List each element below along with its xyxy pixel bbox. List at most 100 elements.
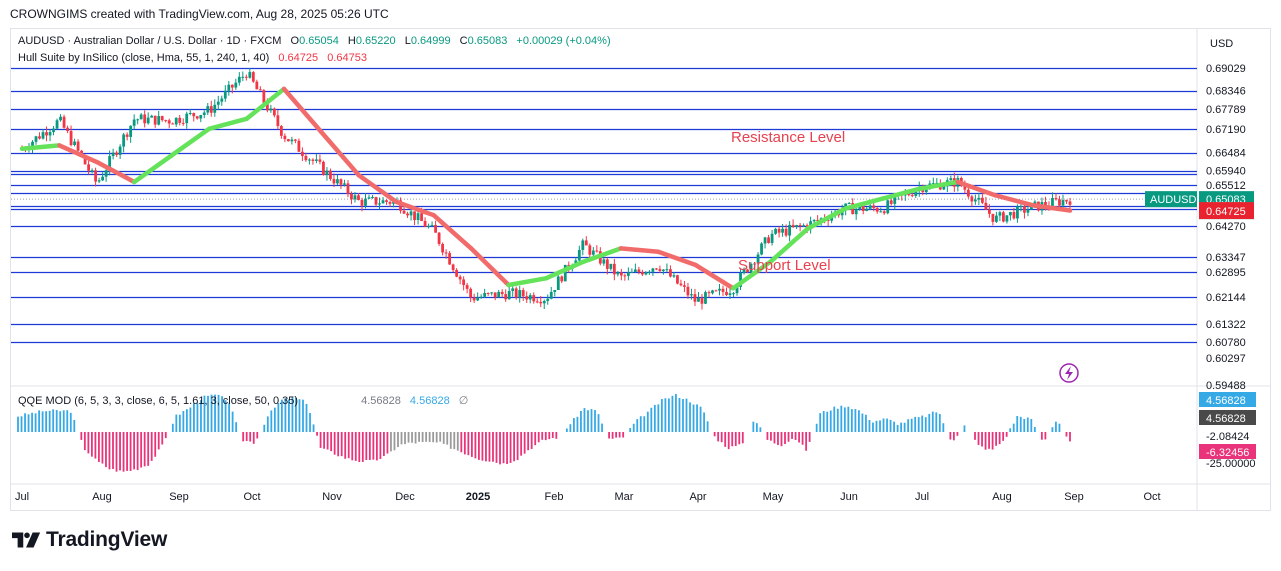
candle-body <box>192 113 196 117</box>
qqe-bar <box>657 404 660 432</box>
candle-body <box>136 119 140 121</box>
candle-body <box>633 269 637 272</box>
qqe-bar <box>537 432 540 443</box>
qqe-bar <box>569 424 572 432</box>
qqe-bar <box>379 432 382 459</box>
chart-attribution: CROWNGIMS created with TradingView.com, … <box>10 7 389 21</box>
hull-suite-segment <box>394 199 436 218</box>
candle-body <box>139 114 143 120</box>
open-label: O <box>290 35 300 47</box>
qqe-bar <box>17 416 19 432</box>
qqe-bar <box>499 432 501 465</box>
qqe-bar <box>675 393 677 432</box>
candle-body <box>66 127 69 132</box>
candle-body <box>87 164 90 171</box>
time-tick-label: 2025 <box>466 491 490 503</box>
candle-body <box>458 276 462 280</box>
candle-body <box>272 108 276 116</box>
candle-body <box>826 219 830 221</box>
qqe-bar <box>87 432 90 454</box>
candle-body <box>770 233 774 243</box>
candle-body <box>381 200 385 204</box>
candle-body <box>1016 206 1019 219</box>
qqe-bar <box>256 432 259 439</box>
candle-body <box>525 296 529 300</box>
candle-body <box>977 197 981 200</box>
qqe-bar <box>119 432 121 471</box>
candle-body <box>777 228 781 233</box>
qqe-bar <box>541 432 544 440</box>
qqe-bar <box>910 418 913 432</box>
qqe-bar <box>777 432 779 446</box>
currency-label[interactable]: USD <box>1210 38 1233 50</box>
qqe-bar <box>678 397 681 432</box>
qqe-bar <box>316 432 318 436</box>
qqe-bar <box>952 432 955 441</box>
qqe-bar <box>900 422 903 432</box>
qqe-bar <box>650 407 653 432</box>
qqe-bar <box>404 432 406 445</box>
qqe-bar <box>467 432 470 456</box>
indicator-legend: Hull Suite by InSilico (close, Hma, 55, … <box>18 52 367 64</box>
qqe-bar <box>126 432 128 471</box>
qqe-bar <box>495 432 498 463</box>
qqe-bar <box>171 423 174 432</box>
candle-body <box>437 232 441 244</box>
qqe-bar <box>1002 432 1005 441</box>
hull-suite-segment <box>656 249 698 268</box>
candle-body <box>949 178 953 181</box>
qqe-bar <box>854 409 857 432</box>
qqe-bar <box>727 432 730 450</box>
qqe-bar <box>643 416 646 432</box>
candle-body <box>48 131 52 136</box>
qqe-bar <box>48 410 51 432</box>
qqe-bar <box>414 432 417 444</box>
candle-body <box>672 275 676 277</box>
candle-body <box>350 193 353 200</box>
candle-body <box>760 243 763 255</box>
qqe-bar <box>193 403 195 432</box>
candle-body <box>371 197 374 199</box>
candle-body <box>76 141 80 151</box>
candle-body <box>655 268 658 270</box>
qqe-bar <box>242 432 245 442</box>
price-tick-label: 0.65940 <box>1206 166 1246 178</box>
candle-body <box>265 102 269 111</box>
qqe-bar <box>587 410 589 432</box>
time-axis: Jul Aug Sep Oct Nov Dec 2025 Feb Mar Apr May Jun Jul… <box>15 491 1161 503</box>
candle-body <box>174 117 178 125</box>
candle-body <box>388 201 392 204</box>
candle-body <box>518 290 522 298</box>
candle-body <box>546 298 550 301</box>
candle-body <box>472 297 476 301</box>
candle-body <box>1026 209 1030 213</box>
candle-body <box>886 200 890 214</box>
price-badges: 0.6508315:33:34AUDUSD0.647530.64725 <box>1145 191 1254 220</box>
candle-body <box>532 295 536 302</box>
qqe-bar <box>773 432 776 444</box>
candle-body <box>591 250 595 255</box>
qqe-bar <box>460 432 463 453</box>
qqe-bar <box>34 413 37 432</box>
hull-suite-segment <box>169 126 212 158</box>
price-tick-label: 0.63347 <box>1206 252 1246 264</box>
qqe-bar <box>372 432 375 460</box>
candle-body <box>364 198 367 206</box>
hull-suite-segment <box>431 212 474 251</box>
candle-body <box>234 82 238 88</box>
low-label: L <box>404 35 411 47</box>
qqe-name: QQE MOD (6, 5, 3, 3, close, 6, 5, 1.61, … <box>18 395 299 407</box>
candle-body <box>854 208 858 215</box>
symbol-legend: AUDUSD · Australian Dollar / U.S. Dollar… <box>18 35 611 47</box>
candle-body <box>360 199 364 206</box>
candle-body <box>504 294 508 300</box>
qqe-bar <box>780 432 783 447</box>
flash-icon[interactable] <box>1059 363 1079 383</box>
qqe-pane <box>17 393 1071 472</box>
price-tick-label: 0.59488 <box>1206 380 1246 392</box>
qqe-bar <box>1012 423 1015 432</box>
candle-body <box>469 288 473 298</box>
candle-body <box>711 290 714 294</box>
candle-body <box>984 202 988 210</box>
